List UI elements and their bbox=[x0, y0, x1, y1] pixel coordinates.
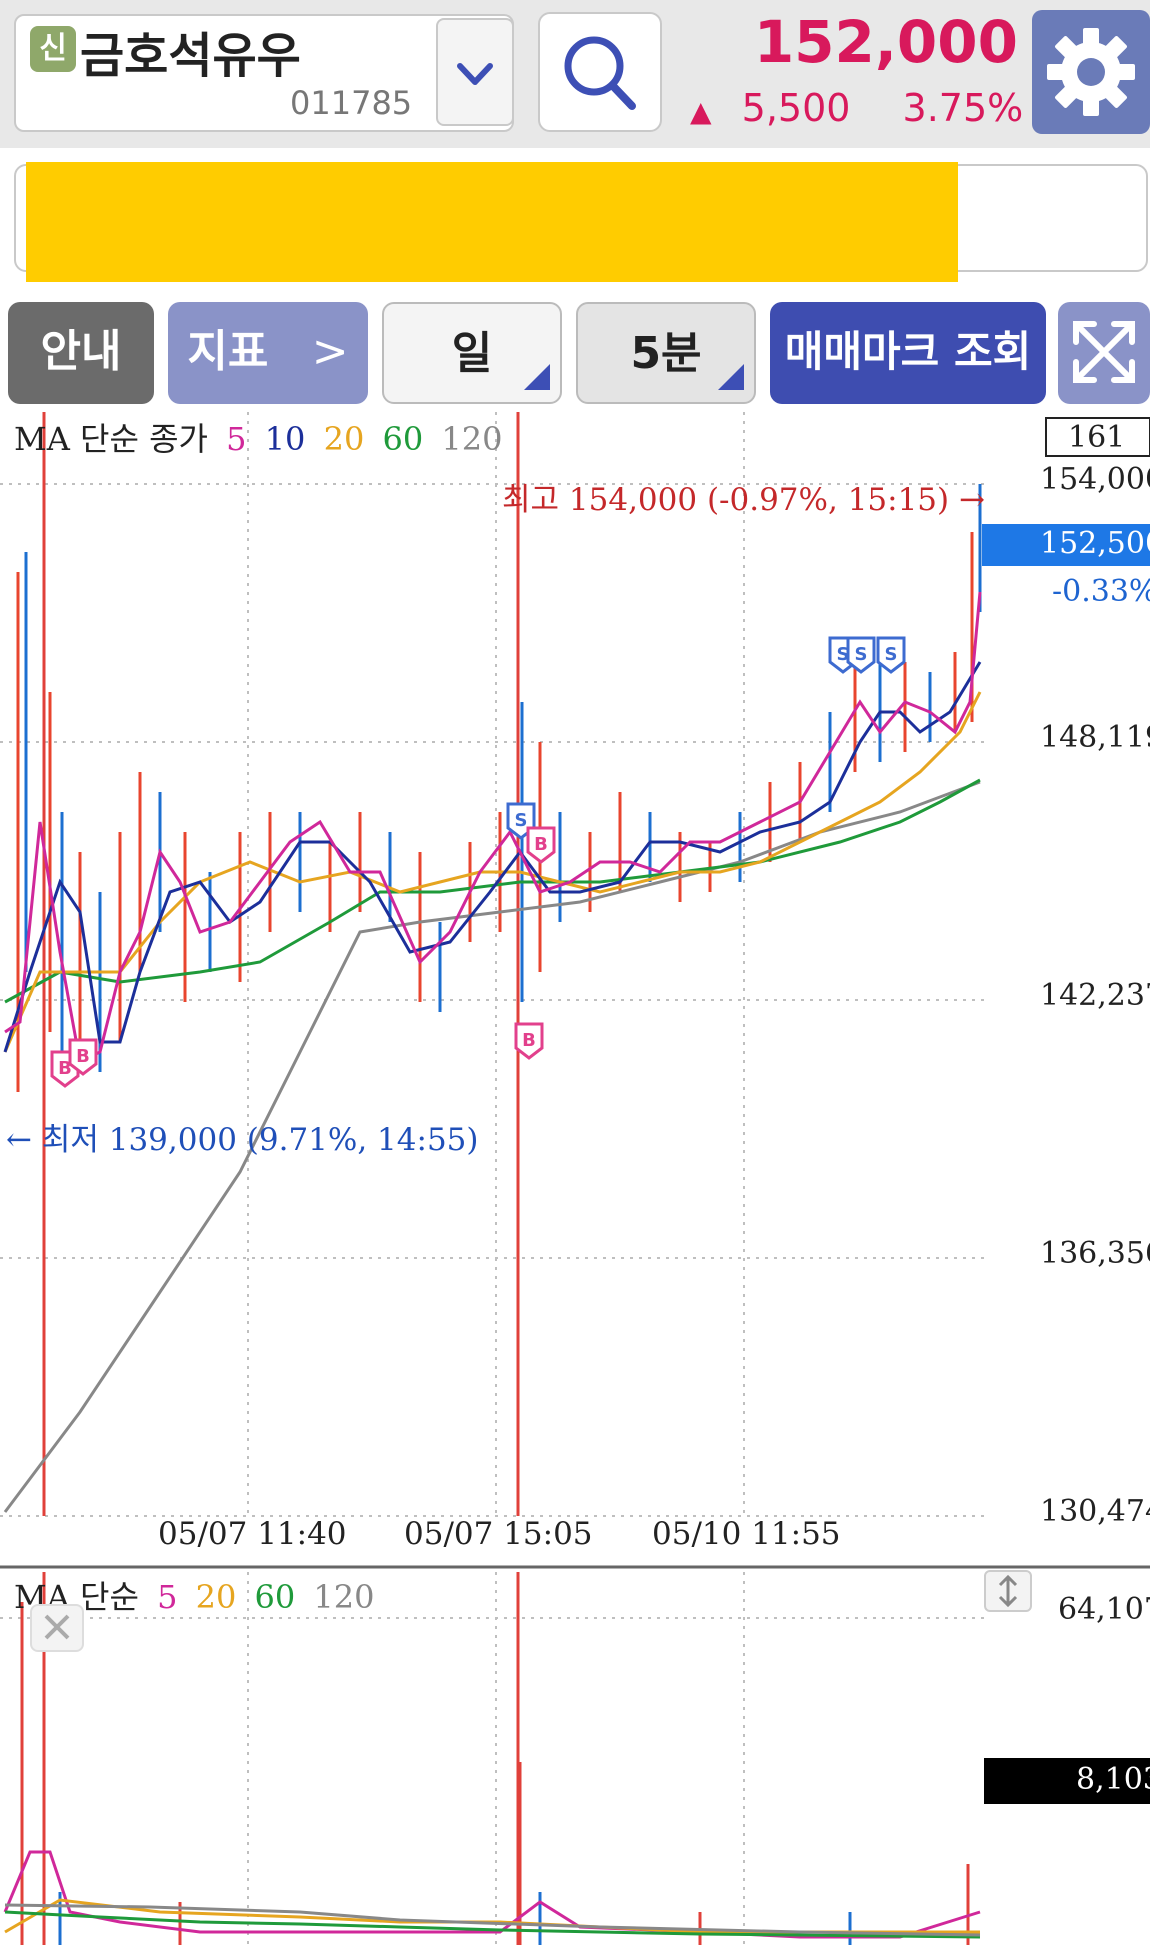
volume-ma-60-line bbox=[4, 1910, 981, 1939]
change-percent: 3.75% bbox=[902, 86, 1024, 130]
period-label: 일 bbox=[451, 328, 493, 379]
high-price-note: 최고 154,000 (-0.97%, 15:15) → bbox=[502, 482, 985, 518]
stock-name[interactable]: 금호석유우 bbox=[80, 28, 301, 84]
period-select[interactable]: 일 bbox=[382, 302, 562, 404]
interval-select[interactable]: 5분 bbox=[576, 302, 756, 404]
dropdown-corner-icon bbox=[718, 364, 744, 390]
guide-button[interactable]: 안내 bbox=[8, 302, 154, 404]
candles bbox=[16, 484, 982, 1092]
trade-mark-button[interactable]: 매매마크 조회 bbox=[770, 302, 1046, 404]
credit-badge: 신 bbox=[30, 26, 76, 72]
bar-count: 161 bbox=[1068, 420, 1126, 455]
chevron-right-icon: > bbox=[311, 326, 349, 377]
y-tick-label: 136,356 bbox=[1040, 1236, 1150, 1271]
price-volume-chart[interactable]: B B S B B S S S bbox=[0, 412, 1150, 1945]
sell-marker[interactable]: S bbox=[876, 636, 906, 674]
legend-ma-20: 20 bbox=[323, 420, 365, 458]
svg-text:B: B bbox=[522, 1030, 536, 1051]
stock-selector[interactable] bbox=[14, 14, 514, 132]
legend-ma-60: 60 bbox=[382, 420, 424, 458]
y-tick-label: 142,237 bbox=[1040, 978, 1150, 1013]
legend-ma-120: 120 bbox=[441, 420, 503, 458]
buy-marker[interactable]: B bbox=[526, 826, 556, 864]
stock-dropdown-button[interactable] bbox=[436, 18, 514, 126]
current-price-label: 152,500 bbox=[1040, 526, 1150, 561]
fullscreen-button[interactable] bbox=[1058, 302, 1150, 404]
ad-banner-content[interactable] bbox=[26, 162, 958, 282]
current-price-change: -0.33% bbox=[1052, 574, 1150, 609]
price-ma-legend[interactable]: MA 단순 종가 5 10 20 60 120 bbox=[14, 414, 502, 460]
legend-ma-120: 120 bbox=[313, 1578, 375, 1616]
ma-10-line bbox=[3, 661, 982, 1053]
expand-icon bbox=[1073, 321, 1135, 383]
up-arrow-icon: ▲ bbox=[690, 95, 712, 128]
legend-ma-20: 20 bbox=[195, 1578, 237, 1616]
sell-marker[interactable]: S bbox=[846, 636, 876, 674]
legend-ma-5: 5 bbox=[226, 420, 247, 458]
x-tick-label: 05/07 15:05 bbox=[404, 1516, 593, 1552]
volume-ma-20-line bbox=[4, 1898, 980, 1934]
stock-code: 011785 bbox=[290, 84, 413, 122]
volume-last-box bbox=[984, 1758, 1150, 1804]
legend-ma-5: 5 bbox=[157, 1578, 178, 1616]
price-change: ▲ 5,500 3.75% bbox=[690, 86, 1023, 130]
y-tick-label: 148,119 bbox=[1040, 720, 1150, 755]
svg-text:B: B bbox=[58, 1058, 72, 1079]
count-box-frame bbox=[1045, 417, 1150, 457]
svg-text:B: B bbox=[76, 1046, 90, 1067]
svg-text:S: S bbox=[837, 644, 850, 665]
legend-prefix: MA 단순 종가 bbox=[14, 420, 208, 458]
chevron-down-icon bbox=[457, 63, 493, 85]
volume-last-label: 8,103 bbox=[1076, 1762, 1150, 1797]
gear-icon bbox=[1047, 28, 1135, 116]
legend-ma-60: 60 bbox=[254, 1578, 296, 1616]
current-price: 152,000 bbox=[753, 8, 1018, 76]
settings-button[interactable] bbox=[1032, 10, 1150, 134]
svg-text:S: S bbox=[885, 644, 898, 665]
buy-marker[interactable]: B bbox=[514, 1022, 544, 1060]
volume-y-tick: 64,107 bbox=[1058, 1592, 1150, 1627]
current-price-box bbox=[982, 524, 1150, 566]
svg-text:B: B bbox=[534, 834, 548, 855]
svg-text:S: S bbox=[515, 810, 528, 831]
search-icon bbox=[564, 36, 636, 110]
x-tick-label: 05/07 11:40 bbox=[158, 1516, 347, 1552]
resize-vertical-icon bbox=[998, 1574, 1018, 1608]
legend-ma-10: 10 bbox=[264, 420, 306, 458]
panel-resize-button[interactable] bbox=[984, 1570, 1032, 1612]
y-tick-label: 154,000 bbox=[1040, 462, 1150, 497]
low-price-note: ← 최저 139,000 (9.71%, 14:55) bbox=[6, 1122, 479, 1158]
x-tick-label: 05/10 11:55 bbox=[652, 1516, 841, 1552]
close-icon bbox=[44, 1614, 70, 1640]
volume-ma-120-line bbox=[4, 1903, 981, 1937]
indicator-label: 지표 bbox=[187, 326, 269, 377]
volume-ma-legend[interactable]: MA 단순 5 20 60 120 bbox=[14, 1572, 375, 1618]
close-panel-button[interactable] bbox=[30, 1604, 84, 1652]
ma-60-line bbox=[4, 778, 981, 1004]
indicator-button[interactable]: 지표 > bbox=[168, 302, 368, 404]
dropdown-corner-icon bbox=[524, 364, 550, 390]
interval-label: 5분 bbox=[630, 328, 702, 379]
search-button[interactable] bbox=[538, 12, 662, 132]
ma-5-line bbox=[4, 591, 982, 1065]
buy-marker[interactable]: B bbox=[68, 1038, 98, 1076]
svg-text:S: S bbox=[855, 644, 868, 665]
y-tick-label: 130,474 bbox=[1040, 1494, 1150, 1529]
change-value: 5,500 bbox=[741, 86, 851, 130]
volume-bars bbox=[20, 1602, 970, 1945]
